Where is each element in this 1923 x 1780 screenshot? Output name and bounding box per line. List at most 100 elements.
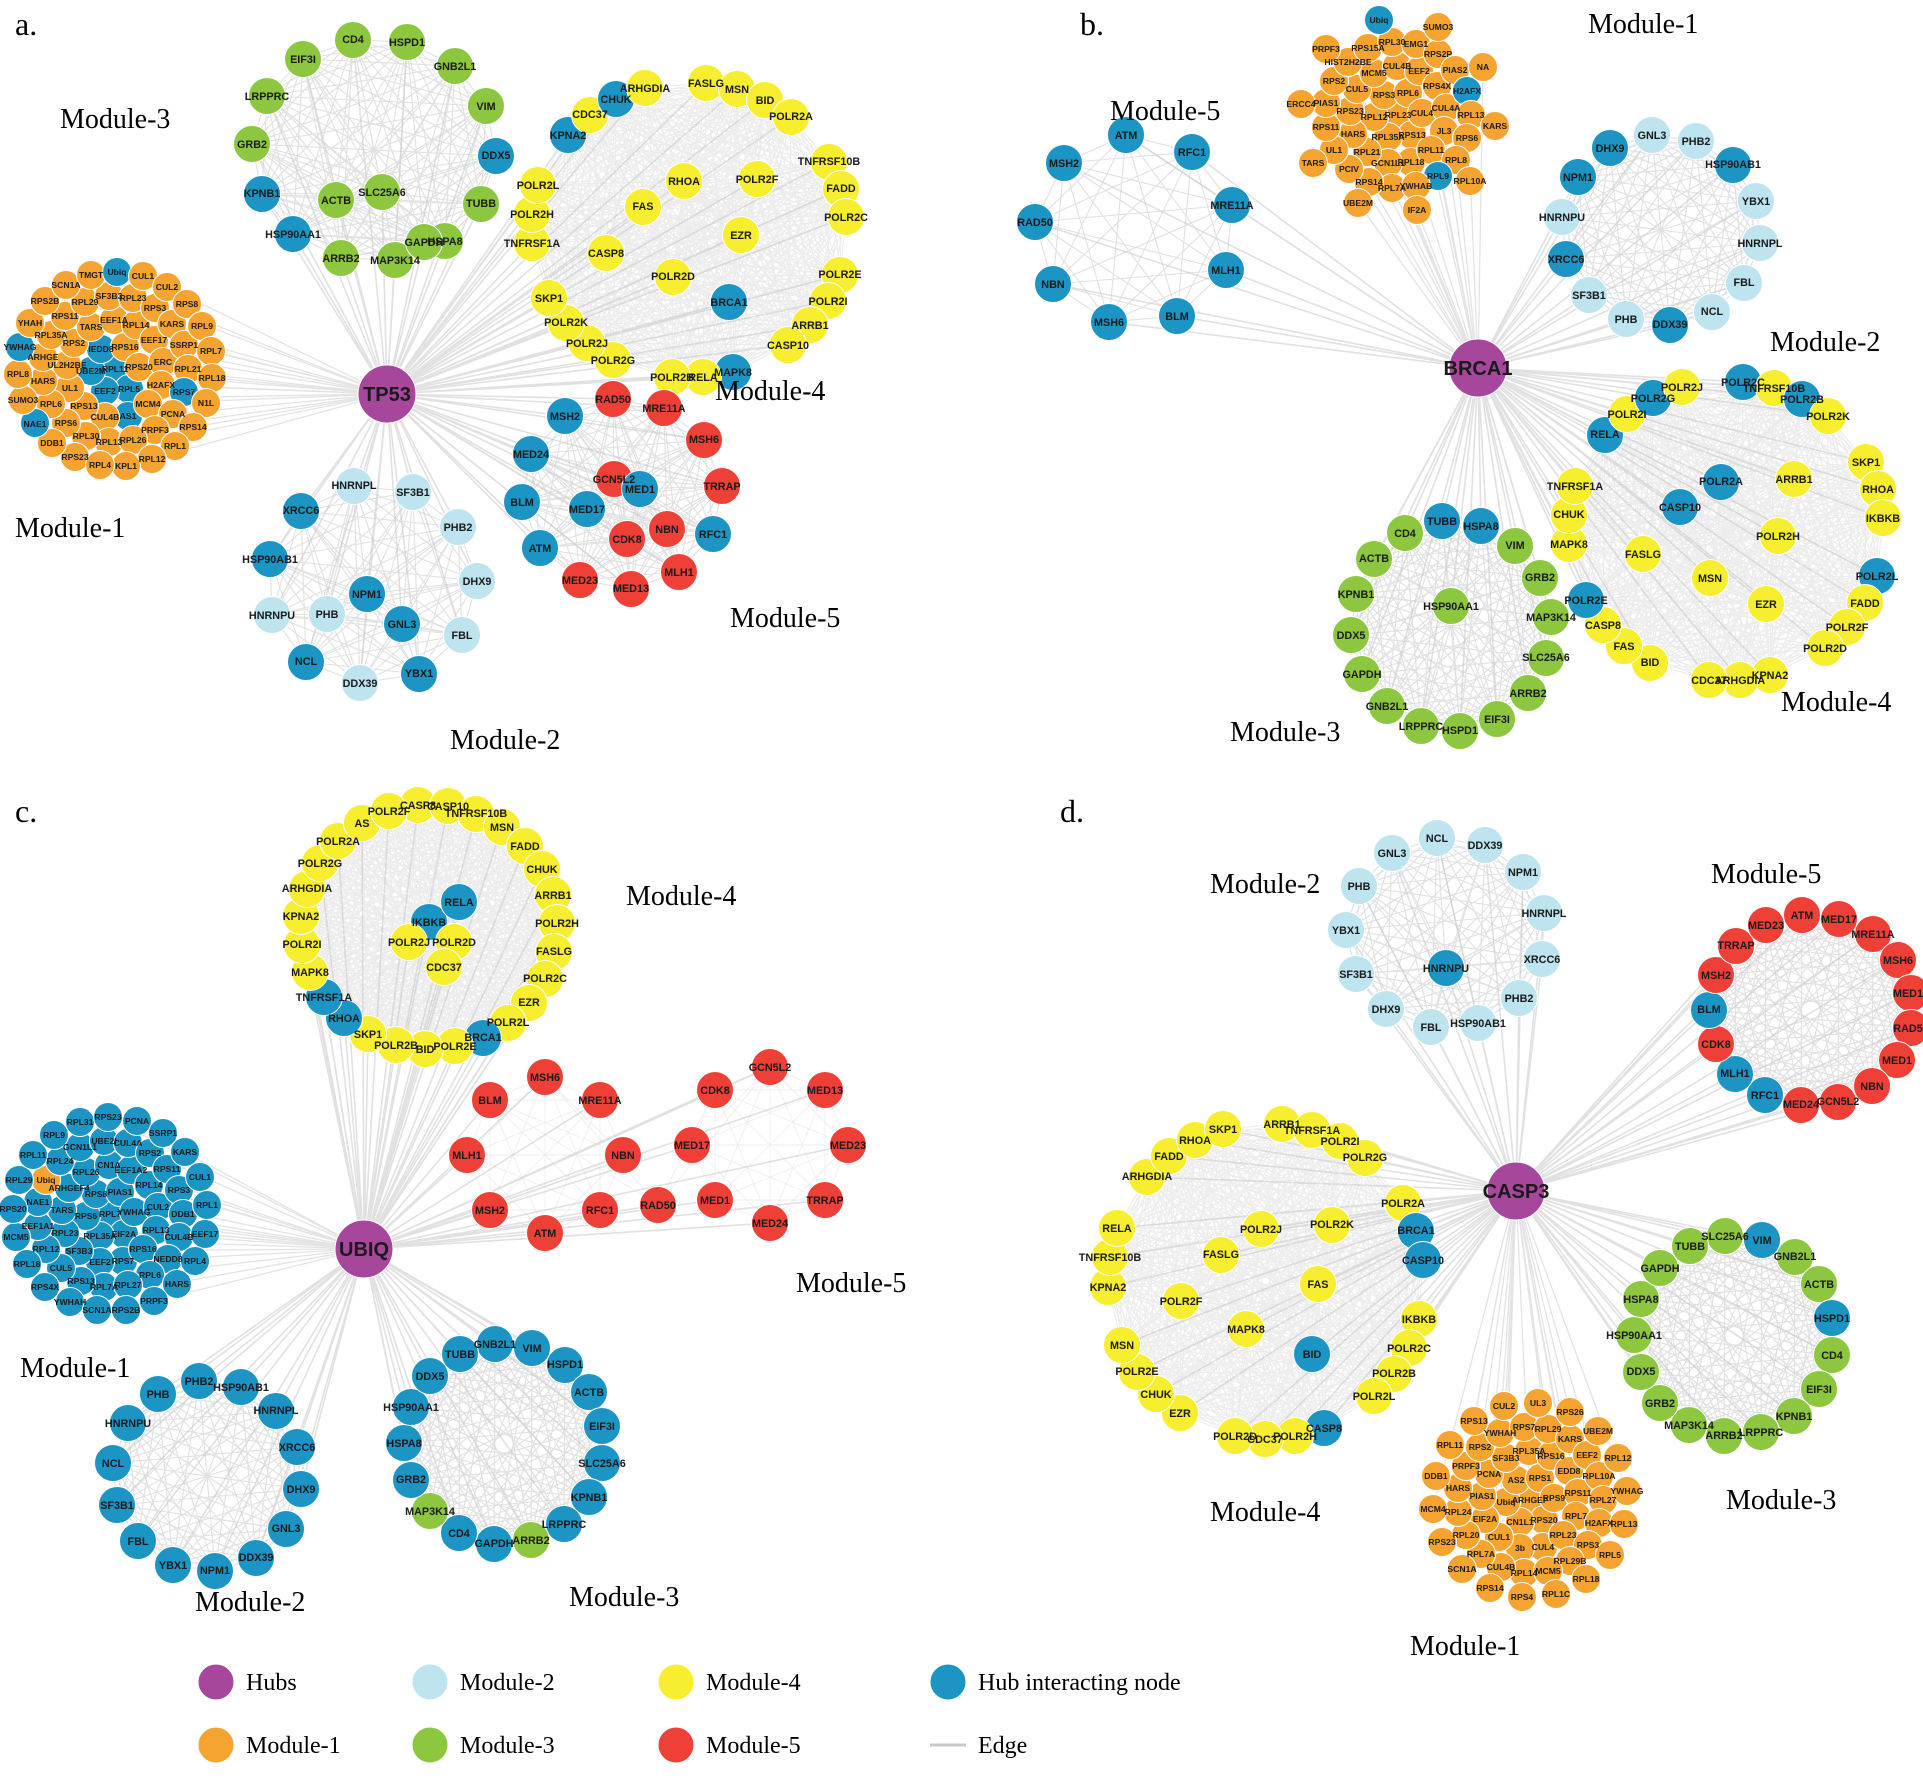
svg-text:RFC1: RFC1 — [1178, 147, 1206, 159]
svg-text:YBX1: YBX1 — [159, 1560, 187, 1572]
svg-text:Module-1: Module-1 — [15, 513, 125, 544]
svg-text:MED17: MED17 — [1821, 914, 1857, 926]
svg-text:FADD: FADD — [826, 183, 856, 195]
svg-text:LRPPRC: LRPPRC — [1399, 721, 1444, 733]
svg-text:POLR2F: POLR2F — [736, 174, 779, 186]
svg-text:CDK8: CDK8 — [612, 534, 641, 546]
svg-text:NA: NA — [1477, 62, 1489, 72]
svg-text:PCNA: PCNA — [1477, 1469, 1501, 1479]
svg-text:ATM: ATM — [529, 543, 552, 555]
svg-text:BLM: BLM — [1165, 311, 1188, 323]
svg-text:DDX39: DDX39 — [239, 1552, 274, 1564]
svg-text:POLR2I: POLR2I — [1608, 409, 1647, 421]
svg-text:RPS6: RPS6 — [75, 1211, 98, 1221]
svg-text:BRCA1: BRCA1 — [1397, 1225, 1434, 1237]
svg-text:RPL18: RPL18 — [14, 1259, 41, 1269]
svg-text:TUBB: TUBB — [1675, 1241, 1705, 1253]
svg-text:POLR2B: POLR2B — [1372, 1368, 1416, 1380]
svg-text:UL3: UL3 — [1530, 1398, 1546, 1408]
svg-text:PRPF3: PRPF3 — [1452, 1461, 1480, 1471]
svg-text:FASLG: FASLG — [688, 78, 724, 90]
svg-text:DHX9: DHX9 — [1596, 143, 1625, 155]
svg-text:HARS: HARS — [31, 376, 56, 386]
svg-text:RPL24: RPL24 — [1445, 1507, 1472, 1517]
svg-text:RPL12: RPL12 — [1361, 112, 1388, 122]
svg-text:HARS: HARS — [1446, 1483, 1471, 1493]
svg-text:Module-4: Module-4 — [1210, 1497, 1320, 1528]
svg-text:NCL: NCL — [295, 656, 318, 668]
svg-text:POLR2D: POLR2D — [1803, 643, 1847, 655]
svg-text:b.: b. — [1080, 6, 1104, 42]
svg-text:FBL: FBL — [1421, 1022, 1442, 1034]
svg-text:ARRB1: ARRB1 — [534, 890, 571, 902]
svg-text:RPL4: RPL4 — [184, 1256, 206, 1266]
svg-text:TNFRSF10B: TNFRSF10B — [798, 156, 861, 168]
svg-text:CDK8: CDK8 — [1701, 1039, 1730, 1051]
svg-text:RPS2: RPS2 — [139, 1148, 162, 1158]
svg-text:FASLG: FASLG — [1625, 549, 1661, 561]
svg-text:GNL3: GNL3 — [1638, 130, 1667, 142]
svg-text:PIAS2: PIAS2 — [1443, 65, 1468, 75]
svg-text:PRPF3: PRPF3 — [141, 425, 169, 435]
svg-text:YBX1: YBX1 — [405, 668, 433, 680]
svg-text:NEDD8: NEDD8 — [153, 1254, 182, 1264]
svg-text:GNL3: GNL3 — [388, 619, 417, 631]
svg-text:MSH2: MSH2 — [1049, 158, 1079, 170]
svg-text:MED24: MED24 — [1783, 1099, 1819, 1111]
svg-text:PHB2: PHB2 — [1682, 136, 1711, 148]
svg-text:RPL11: RPL11 — [1437, 1440, 1463, 1450]
svg-text:EEF2: EEF2 — [89, 1257, 111, 1267]
svg-text:HSP90AA1: HSP90AA1 — [1423, 601, 1479, 613]
svg-text:RPS2P: RPS2P — [1424, 49, 1452, 59]
svg-text:RPS3: RPS3 — [1577, 1540, 1600, 1550]
svg-text:MSH6: MSH6 — [1883, 955, 1913, 967]
svg-text:HNRNPL: HNRNPL — [332, 480, 377, 492]
svg-text:IKBKB: IKBKB — [1402, 1314, 1436, 1326]
svg-text:Module-5: Module-5 — [1110, 96, 1220, 127]
svg-text:SCN1A: SCN1A — [82, 1305, 111, 1315]
svg-text:PHB: PHB — [1615, 314, 1638, 326]
svg-text:MLH1: MLH1 — [1211, 265, 1240, 277]
svg-text:POLR2L: POLR2L — [517, 180, 560, 192]
svg-text:HARS: HARS — [165, 1279, 190, 1289]
svg-text:ARHGDIA: ARHGDIA — [620, 83, 671, 95]
svg-text:SKP1: SKP1 — [354, 1029, 382, 1041]
svg-text:PIAS1: PIAS1 — [108, 1187, 133, 1197]
svg-text:RPL23: RPL23 — [120, 293, 147, 303]
svg-text:Module-5: Module-5 — [1711, 859, 1821, 890]
svg-text:RPL21: RPL21 — [175, 364, 202, 374]
svg-text:EIF3I: EIF3I — [1806, 1384, 1832, 1396]
svg-text:POLR2B: POLR2B — [1780, 394, 1824, 406]
svg-text:RPS4: RPS4 — [1511, 1592, 1534, 1602]
svg-text:CN1L1: CN1L1 — [1506, 1517, 1533, 1527]
svg-text:KARS: KARS — [1558, 1434, 1583, 1444]
svg-text:RAD50: RAD50 — [595, 394, 630, 406]
svg-text:DHX9: DHX9 — [287, 1484, 316, 1496]
svg-text:CD4: CD4 — [342, 34, 364, 46]
svg-text:RPL1C: RPL1C — [1542, 1589, 1570, 1599]
svg-text:AS2: AS2 — [1508, 1475, 1525, 1485]
svg-text:POLR2F: POLR2F — [368, 806, 411, 818]
svg-text:RPS16: RPS16 — [129, 1244, 156, 1254]
svg-text:NBN: NBN — [1041, 279, 1065, 291]
svg-text:XRCC6: XRCC6 — [279, 1442, 316, 1454]
svg-text:RPL6: RPL6 — [139, 1270, 161, 1280]
svg-text:RPS14: RPS14 — [1476, 1583, 1503, 1593]
svg-text:HIST2H2BE: HIST2H2BE — [1324, 57, 1372, 67]
svg-text:YWHAB: YWHAB — [1400, 181, 1432, 191]
svg-text:RAD50: RAD50 — [1017, 217, 1052, 229]
svg-text:MED23: MED23 — [562, 575, 598, 587]
svg-text:TARS: TARS — [51, 1205, 74, 1215]
svg-text:UL1: UL1 — [62, 383, 78, 393]
svg-text:RELA: RELA — [444, 897, 474, 909]
svg-text:RPS1: RPS1 — [1529, 1473, 1552, 1483]
svg-text:RPS7: RPS7 — [1513, 1422, 1536, 1432]
svg-text:RELA: RELA — [1102, 1223, 1132, 1235]
svg-text:MAP3K14: MAP3K14 — [370, 255, 420, 267]
svg-text:PCIV: PCIV — [1339, 164, 1359, 174]
svg-text:RPS13: RPS13 — [1460, 1416, 1487, 1426]
svg-text:Module-4: Module-4 — [1781, 687, 1891, 718]
svg-text:DDX5: DDX5 — [482, 150, 511, 162]
svg-text:YWHAH: YWHAH — [54, 1297, 86, 1307]
svg-text:HNRNPU: HNRNPU — [1539, 212, 1585, 224]
